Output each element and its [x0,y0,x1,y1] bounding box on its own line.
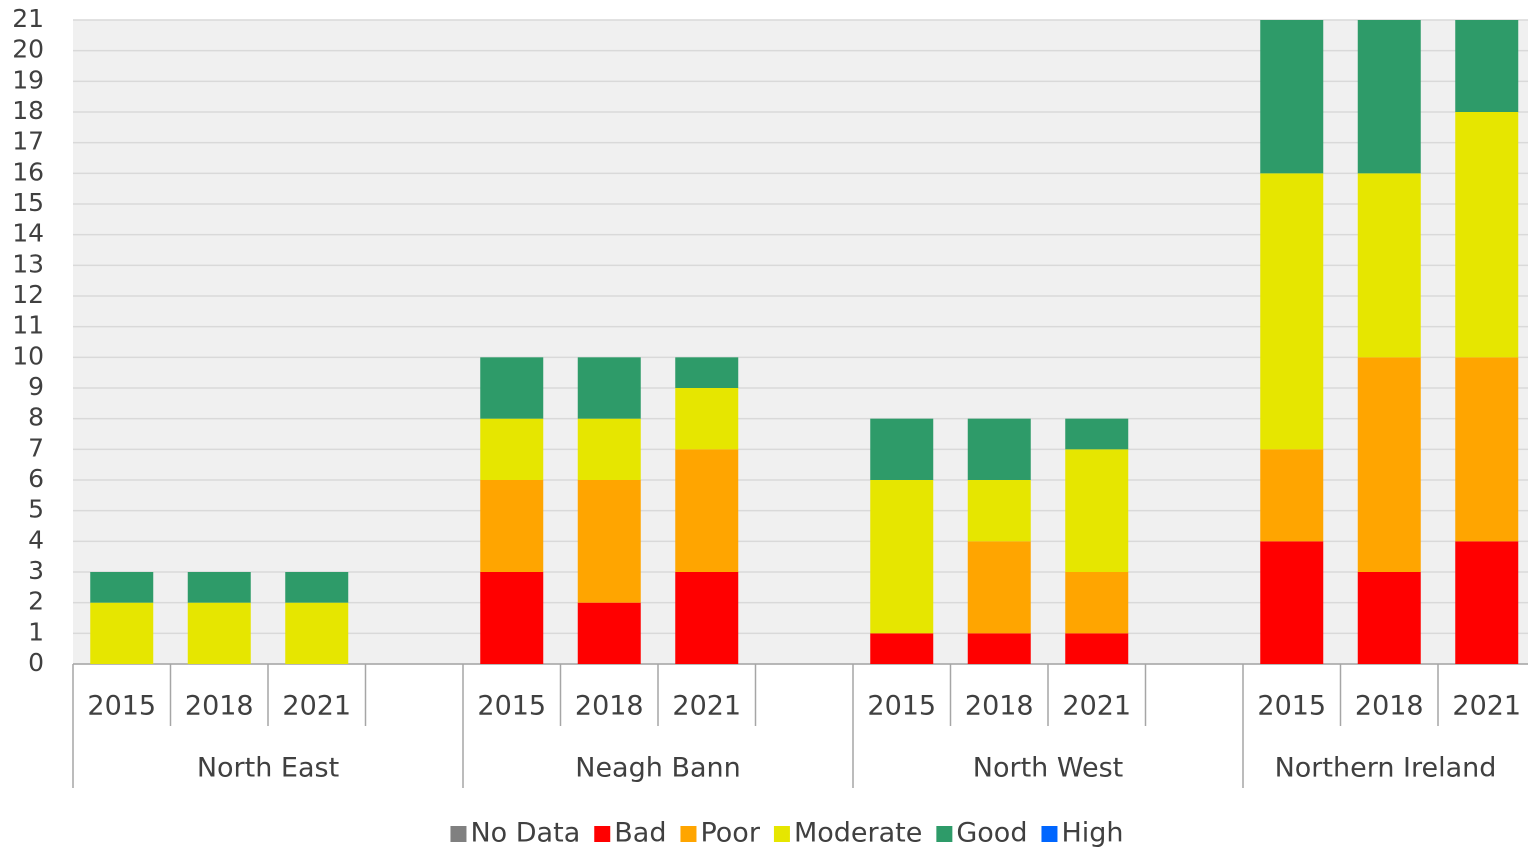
bar-segment [675,388,739,450]
bar-segment [1065,449,1129,572]
legend-label: Bad [614,818,666,849]
group-label: North East [197,753,339,784]
bar-segment [1260,173,1324,450]
y-tick-label: 5 [28,495,44,524]
group-label: Northern Ireland [1275,753,1497,784]
legend-swatch [594,826,611,842]
y-tick-label: 20 [12,35,44,64]
x-tick-label: 2021 [1062,691,1131,722]
bar-segment [1260,20,1324,174]
bar-segment [1357,173,1421,358]
x-tick-label: 2018 [575,691,644,722]
x-tick-label: 2015 [867,691,936,722]
x-tick-label: 2015 [1257,691,1326,722]
bar-segment [870,633,934,664]
y-tick-label: 21 [12,4,44,33]
x-tick-label: 2021 [282,691,351,722]
y-tick-label: 10 [12,341,44,370]
bar-segment [1357,20,1421,174]
bar-segment [1065,572,1129,634]
x-tick-label: 2021 [1452,691,1521,722]
bar-segment [285,572,349,603]
y-tick-label: 15 [12,188,44,217]
bar-segment [577,357,641,419]
bar-segment [480,357,544,419]
legend-label: Good [956,818,1027,849]
legend-label: High [1061,818,1123,849]
group-label: North West [973,753,1123,784]
y-tick-label: 14 [12,219,44,248]
bar-segment [675,449,739,572]
y-tick-label: 16 [12,157,44,186]
legend-swatch [936,826,953,842]
y-tick-label: 3 [28,556,44,585]
bar-segment [1357,357,1421,572]
bar-segment [870,480,934,634]
x-tick-label: 2021 [672,691,741,722]
x-tick-label: 2018 [965,691,1034,722]
legend-swatch [450,826,467,842]
bar-segment [1065,418,1129,450]
bar-segment [1455,20,1519,112]
y-tick-label: 1 [28,617,44,646]
bar-segment [187,602,251,664]
y-tick-label: 0 [28,648,44,677]
bar-segment [480,572,544,664]
bar-segment [967,480,1031,542]
legend-swatch [680,826,697,842]
x-tick-label: 2018 [1355,691,1424,722]
bar-segment [967,418,1031,480]
bar-segment [967,541,1031,634]
bar-segment [1260,541,1324,664]
bar-segment [967,633,1031,664]
bar-segment [285,602,349,664]
bar-segment [1455,357,1519,542]
y-tick-label: 18 [12,96,44,125]
bar-segment [187,572,251,603]
bar-segment [675,357,739,388]
y-tick-label: 4 [28,525,44,554]
bar-segment [1455,541,1519,664]
y-tick-label: 17 [12,127,44,156]
y-tick-label: 6 [28,464,44,493]
y-tick-label: 11 [12,311,44,340]
bar-segment [480,418,544,480]
bar-segment [90,602,154,664]
x-tick-label: 2015 [477,691,546,722]
x-tick-label: 2015 [87,691,156,722]
bar-segment [1260,449,1324,542]
bar-segment [577,480,641,603]
y-tick-label: 2 [28,587,44,616]
legend-label: Moderate [794,818,922,849]
y-tick-label: 12 [12,280,44,309]
group-label: Neagh Bann [575,753,740,784]
bar-segment [1455,112,1519,358]
bar-segment [577,602,641,664]
y-tick-label: 19 [12,65,44,94]
bar-segment [675,572,739,664]
bar-segment [480,480,544,572]
y-tick-label: 8 [28,403,44,432]
bar-segment [1065,633,1129,664]
bar-segment [870,418,934,480]
y-tick-label: 7 [28,433,44,462]
x-tick-label: 2018 [185,691,254,722]
legend-swatch [773,826,790,842]
y-tick-label: 13 [12,249,44,278]
legend-label: No Data [470,818,580,849]
y-tick-label: 9 [28,372,44,401]
bar-segment [1357,572,1421,664]
legend-swatch [1041,826,1058,842]
bar-segment [90,572,154,603]
bar-segment [577,418,641,480]
legend-label: Poor [700,818,760,849]
